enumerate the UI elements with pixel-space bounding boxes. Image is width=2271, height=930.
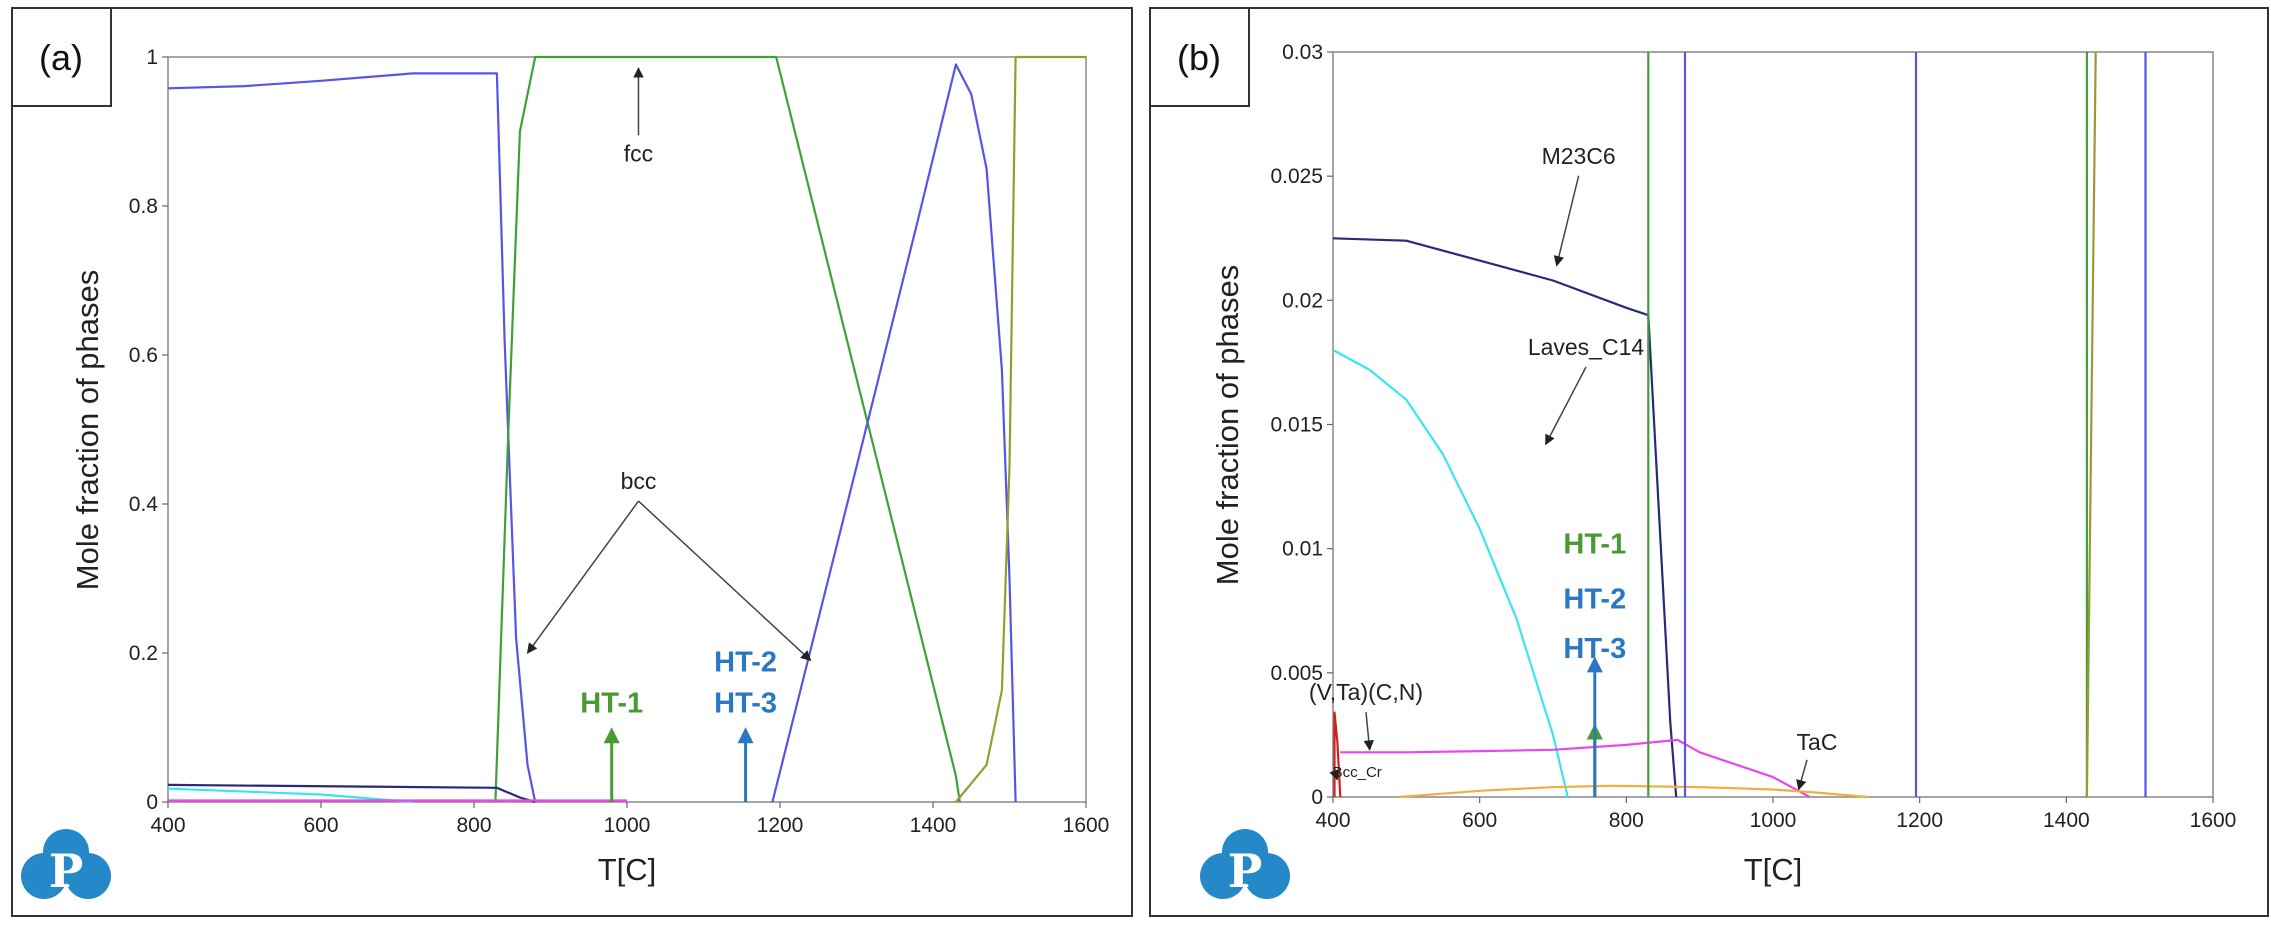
series-group-b [1332, 51, 2147, 799]
series-line-tac-3 [1398, 784, 1869, 799]
annotation-v-ta-c-n: (V,Ta)(C,N) [1309, 679, 1423, 705]
x-tick-label: 1400 [2043, 809, 2090, 832]
annotation-fcc: fcc [624, 140, 653, 166]
logo-b-letter: P [1228, 844, 1263, 898]
annotation-arrow-v-ta-c-n [1363, 712, 1374, 751]
marker-label-ht-3: HT-3 [1563, 633, 1626, 665]
annotation-tac: TaC [1797, 729, 1838, 755]
annotations-group-a: fcc bcc HT-1 HT-2 HT-3 [526, 67, 812, 802]
annotations-group-b: M23C6 Laves_C14 (V,Ta)(C,N) Bcc_Cr TaC HT-1 HT… [1309, 143, 1838, 797]
marker-label-ht-2: HT-2 [714, 647, 777, 679]
marker-arrowhead-ht-2 [1586, 656, 1603, 673]
marker-label-ht-3: HT-3 [714, 688, 777, 720]
y-tick-label: 0.005 [1270, 662, 1323, 685]
y-axis-label-a: Mole fraction of phases [70, 270, 105, 591]
logo-a-lobe-top [43, 829, 89, 875]
x-tick-label: 800 [456, 814, 491, 837]
y-tick-label: 0.025 [1270, 165, 1323, 188]
x-tick-label: 400 [150, 814, 185, 837]
series-line-m23c6-0 [1332, 237, 1678, 798]
logo-a: P [21, 829, 111, 899]
marker-arrowhead-ht-1 [603, 727, 620, 744]
annotation-m23c6: M23C6 [1542, 143, 1616, 169]
marker-label-ht-2: HT-2 [1563, 583, 1626, 615]
marker-label-ht-1: HT-1 [580, 688, 643, 720]
x-tick-label: 1200 [757, 814, 804, 837]
series-line-liquid-3 [955, 55, 1086, 803]
x-tick-label: 400 [1315, 809, 1350, 832]
y-tick-label: 0.02 [1282, 289, 1323, 312]
series-line-fcc-1 [494, 55, 961, 803]
panel-a: (a) 400 600 800 1000 1200 1400 1600 0 0.2 0.4 0.6 0… [11, 7, 1133, 917]
y-tick-label: 0.4 [129, 493, 159, 516]
series-group-a [167, 55, 1086, 804]
x-tick-label: 1400 [910, 814, 957, 837]
panel-b-frame [1149, 7, 2269, 917]
annotation-arrow-bcc-cr [1329, 768, 1340, 781]
annotation-arrow-bcc [526, 500, 640, 654]
annotation-arrow-bcc [637, 500, 812, 662]
annotation-laves-c14: Laves_C14 [1528, 334, 1645, 360]
x-tick-label: 1000 [1750, 809, 1797, 832]
y-tick-label: 0 [146, 791, 158, 814]
x-axis-label-a: T[C] [598, 852, 657, 887]
panel-b-label-box [1149, 7, 1250, 107]
marker-arrowhead-ht-2 [737, 727, 754, 744]
panel-b: (b) 400 600 800 1000 1200 1400 1600 0 0.005 0.01 0… [1149, 7, 2269, 917]
x-tick-label: 1200 [1896, 809, 1943, 832]
logo-b: P [1200, 829, 1290, 899]
panel-a-frame [11, 7, 1133, 917]
panel-a-label: (a) [39, 37, 83, 78]
annotation-bcc: bcc [621, 468, 657, 494]
series-line-liquid-9 [2085, 51, 2097, 798]
panel-b-label: (b) [1177, 37, 1221, 78]
series-line-bcc-2 [771, 63, 1017, 803]
logo-b-lobe-top [1222, 829, 1268, 875]
annotation-arrow-tac [1796, 759, 1808, 791]
plot-area-b [1332, 51, 2214, 798]
annotation-arrow-m23c6 [1553, 175, 1580, 267]
ticks-group-b: 400 600 800 1000 1200 1400 1600 0 0.005 0.01 0.015… [1270, 41, 2236, 832]
panel-a-label-box [11, 7, 112, 107]
x-tick-label: 600 [303, 814, 338, 837]
series-line-laves-c14-1 [1332, 349, 1569, 798]
marker-label-ht-1: HT-1 [1563, 529, 1626, 561]
x-tick-label: 1600 [2190, 809, 2237, 832]
series-line-v-ta-c-n-2 [1340, 738, 1811, 798]
ticks-group-a: 400 600 800 1000 1200 1400 1600 0 0.2 0.4 0.6 0.8 1 [129, 46, 1110, 837]
y-tick-label: 0.6 [129, 344, 158, 367]
logo-a-letter: P [49, 844, 84, 898]
series-line-bcc-cr-4 [1333, 711, 1342, 798]
y-tick-label: 0.8 [129, 195, 158, 218]
x-tick-label: 800 [1609, 809, 1644, 832]
y-tick-label: 0.2 [129, 642, 158, 665]
annotation-bcc-cr: Bcc_Cr [1333, 764, 1382, 781]
x-tick-label: 1000 [604, 814, 651, 837]
y-tick-label: 0.01 [1282, 538, 1323, 561]
y-tick-label: 1 [146, 46, 158, 69]
series-line-bcc-0 [167, 72, 537, 803]
y-tick-label: 0.03 [1282, 41, 1323, 64]
x-tick-label: 1600 [1063, 814, 1110, 837]
x-axis-label-b: T[C] [1744, 852, 1803, 887]
y-tick-label: 0.015 [1270, 414, 1323, 437]
y-tick-label: 0 [1311, 786, 1323, 809]
annotation-arrow-laves-c14 [1545, 366, 1587, 446]
x-tick-label: 600 [1462, 809, 1497, 832]
y-axis-label-b: Mole fraction of phases [1210, 265, 1245, 586]
